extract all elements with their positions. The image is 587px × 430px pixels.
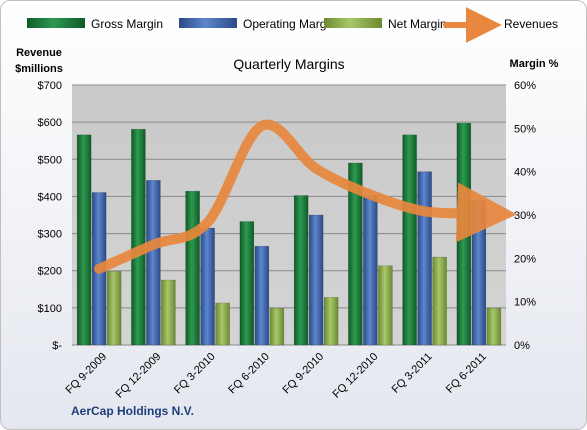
bar-net-margin — [486, 307, 502, 346]
bar-gross-margin — [456, 122, 472, 346]
x-tick-label: FQ 9-2009 — [64, 351, 110, 397]
right-tick-label: 60% — [514, 80, 536, 92]
bar-gross-margin — [402, 134, 417, 346]
right-tick-label: 0% — [514, 340, 530, 352]
x-tick-label: FQ 3-2011 — [390, 351, 435, 396]
left-tick-label: $400 — [38, 191, 62, 203]
legend-item-net-margin: Net Margin — [324, 17, 447, 31]
right-tick-label: 20% — [514, 253, 536, 265]
legend-item-revenues: Revenues — [443, 7, 558, 43]
left-axis-ticks: $- $100 $200 $300 $400 $500 $600 $700 — [38, 80, 63, 352]
revenue-line-path — [94, 119, 517, 274]
left-axis-title-line1: Revenue — [16, 47, 62, 59]
left-tick-label: $700 — [38, 80, 62, 92]
x-tick-label: FQ 6-2011 — [444, 351, 489, 396]
left-tick-label: $500 — [38, 154, 62, 166]
bars — [76, 122, 502, 346]
legend: Gross Margin Operating Margin Net Margin… — [27, 7, 558, 43]
bar-net-margin — [323, 297, 339, 346]
bar-gross-margin — [76, 134, 92, 346]
right-axis-ticks: 0% 10% 20% 30% 40% 50% 60% — [514, 80, 536, 352]
x-tick-label: FQ 3-2010 — [172, 351, 218, 397]
bar-operating-margin — [417, 171, 432, 346]
left-tick-label: $600 — [38, 117, 62, 129]
company-name: AerCap Holdings N.V. — [71, 404, 194, 418]
right-tick-label: 50% — [514, 123, 536, 135]
legend-item-operating-margin: Operating Margin — [179, 17, 336, 31]
bar-operating-margin — [471, 200, 487, 346]
x-tick-label: FQ 12-2009 — [114, 351, 164, 401]
bar-operating-margin — [146, 180, 161, 346]
legend-label-revenues: Revenues — [504, 17, 558, 31]
bar-operating-margin — [363, 195, 378, 346]
x-axis-ticks: FQ 9-2009 FQ 12-2009 FQ 3-2010 FQ 6-2010 FQ … — [64, 351, 489, 401]
legend-item-gross-margin: Gross Margin — [27, 17, 163, 31]
right-tick-label: 10% — [514, 297, 536, 309]
revenue-line — [94, 119, 517, 274]
chart-title: Quarterly Margins — [233, 56, 344, 72]
legend-swatch-gross-margin — [27, 18, 85, 28]
left-axis-title-line2: $millions — [15, 63, 63, 75]
bar-net-margin — [432, 256, 447, 346]
bar-net-margin — [161, 279, 176, 346]
legend-label-operating-margin: Operating Margin — [243, 17, 336, 31]
x-tick-label: FQ 12-2010 — [331, 351, 381, 401]
bar-net-margin — [269, 307, 285, 346]
legend-swatch-operating-margin — [179, 18, 237, 28]
bar-net-margin — [215, 302, 230, 346]
bar-gross-margin — [131, 128, 146, 346]
legend-label-net-margin: Net Margin — [388, 17, 447, 31]
bar-net-margin — [106, 271, 122, 346]
right-tick-label: 40% — [514, 167, 536, 179]
left-tick-label: $- — [52, 340, 62, 352]
bar-operating-margin — [200, 227, 215, 346]
legend-label-gross-margin: Gross Margin — [91, 17, 163, 31]
right-axis-title: Margin % — [510, 58, 559, 70]
bar-gross-margin — [185, 190, 200, 346]
right-tick-label: 30% — [514, 210, 536, 222]
legend-swatch-net-margin — [324, 18, 382, 28]
bar-operating-margin — [254, 245, 270, 346]
left-tick-label: $300 — [38, 229, 62, 241]
left-tick-label: $100 — [38, 303, 62, 315]
bar-net-margin — [378, 265, 393, 346]
left-tick-label: $200 — [38, 266, 62, 278]
bar-operating-margin — [308, 214, 324, 346]
x-tick-label: FQ 9-2010 — [281, 351, 327, 397]
bar-gross-margin — [293, 195, 309, 346]
bar-gross-margin — [239, 221, 255, 346]
bar-gross-margin — [348, 162, 363, 346]
x-tick-label: FQ 6-2010 — [226, 351, 272, 397]
